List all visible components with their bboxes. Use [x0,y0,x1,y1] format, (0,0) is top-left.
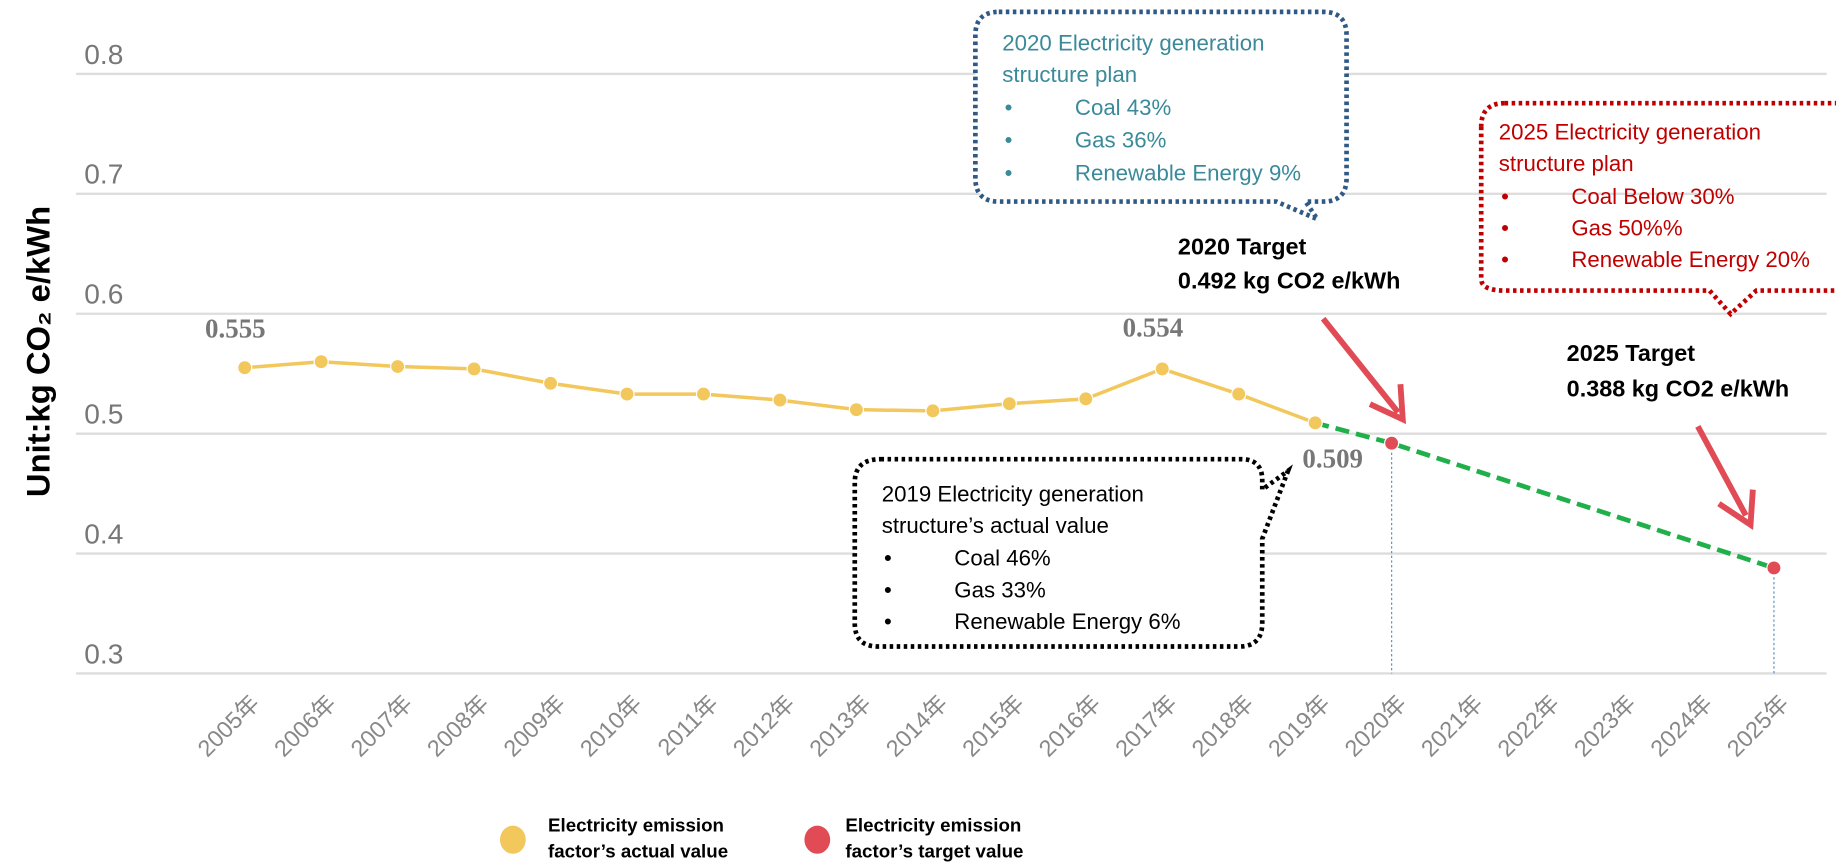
data-label: 0.555 [205,314,266,344]
x-tick-label: 2020年 [1339,690,1411,762]
x-tick-label: 2016年 [1034,690,1106,762]
x-tick-label: 2009年 [498,690,570,762]
bullet: • [884,577,892,602]
legend-marker [804,825,831,854]
callout-item: Renewable Energy 20% [1571,247,1810,272]
target-title: 2020 Target [1178,234,1307,260]
point [848,402,865,418]
x-tick-label: 2014年 [881,690,953,762]
x-tick-label: 2019年 [1263,690,1335,762]
x-tick-label: 2021年 [1416,690,1488,762]
legend-marker [499,825,526,854]
y-axis-label: Unit:kg CO₂ e/kWh [20,206,57,497]
legend-text: Electricity emission factor’s target val… [845,816,1024,862]
bullet: • [884,609,892,634]
x-tick-label: 2006年 [269,690,341,762]
callout-box-corner [1478,100,1505,127]
callout-title-text: 2020 Electricity generation structure pl… [1002,31,1265,88]
point [390,358,406,375]
x-tick-label: 2018年 [1187,690,1259,762]
callout-item: Gas 36% [1075,128,1166,153]
callout-item: Renewable Energy 9% [1075,161,1301,186]
legend-label: Electricity emission factor’s actual val… [547,816,729,862]
x-tick-label: 2011年 [653,690,724,761]
x-tick-label: 2015年 [957,690,1029,762]
y-tick-label: 0.4 [84,518,123,549]
y-tick-label: 0.8 [84,39,123,70]
callout-title: 2019 Electricity generation structure’s … [881,482,1144,539]
point [1384,435,1400,451]
point [466,361,482,377]
y-tick-label: 0.3 [84,638,123,669]
callout-box [852,456,1293,649]
callout-title-text: 2025 Electricity generation structure pl… [1498,120,1761,177]
point [619,386,635,402]
callout-item: Gas 50%% [1571,216,1682,241]
callout-item: Coal 46% [954,546,1050,571]
x-tick-label: 2017年 [1110,690,1182,762]
point [542,375,559,391]
callout-item: Coal 43% [1075,95,1171,120]
point [1154,361,1170,377]
point [1078,391,1094,407]
x-tick-label: 2005年 [193,690,265,762]
callout-title: 2020 Electricity generation structure pl… [1002,31,1265,88]
point [1766,560,1782,576]
x-tick-label: 2013年 [804,690,876,762]
series-line [244,359,1316,425]
target-value: 0.492 kg CO2 e/kWh [1178,268,1400,294]
y-tick-label: 0.7 [84,159,123,190]
bullet: • [1005,128,1013,153]
y-tick-label: 0.6 [84,279,123,310]
bullet: • [1501,247,1509,272]
point [772,392,788,408]
target-value: 0.388 kg CO2 e/kWh [1567,375,1789,401]
point [1001,396,1017,412]
bullet: • [1005,95,1013,120]
point [695,386,712,402]
target-line [1314,420,1775,571]
x-tick-label: 2025年 [1722,690,1794,762]
legend-label: Electricity emission factor’s target val… [845,816,1024,862]
callout-item: Coal Below 30% [1571,184,1734,209]
x-tick-label: 2024年 [1645,690,1717,762]
data-label: 0.554 [1123,312,1184,342]
bullet: • [1005,161,1013,186]
x-tick-label: 2023年 [1569,690,1641,762]
legend-text: Electricity emission factor’s actual val… [547,816,729,862]
point [1231,386,1247,402]
point [1307,415,1323,431]
arrow [1695,424,1756,530]
x-tick-label: 2008年 [422,690,494,762]
x-tick-label: 2012年 [728,690,800,762]
point [237,360,253,376]
point [313,354,329,370]
data-label: 0.509 [1302,444,1363,474]
target-title: 2025 Target [1567,340,1696,366]
callout-item: Gas 33% [954,577,1045,602]
x-tick-label: 2010年 [575,690,647,762]
point [925,403,941,419]
bullet: • [884,546,892,571]
callout-item: Renewable Energy 6% [954,609,1180,634]
callout-box [1478,100,1836,318]
callout-box [973,9,1349,225]
callout-title-text: 2019 Electricity generation structure’s … [881,482,1144,539]
arrow [1320,316,1407,425]
x-tick-label: 2022年 [1492,690,1564,762]
x-tick-label: 2007年 [346,690,418,762]
callout-title: 2025 Electricity generation structure pl… [1498,120,1761,177]
bullet: • [1501,216,1509,241]
bullet: • [1501,184,1509,209]
y-tick-label: 0.5 [84,399,123,430]
